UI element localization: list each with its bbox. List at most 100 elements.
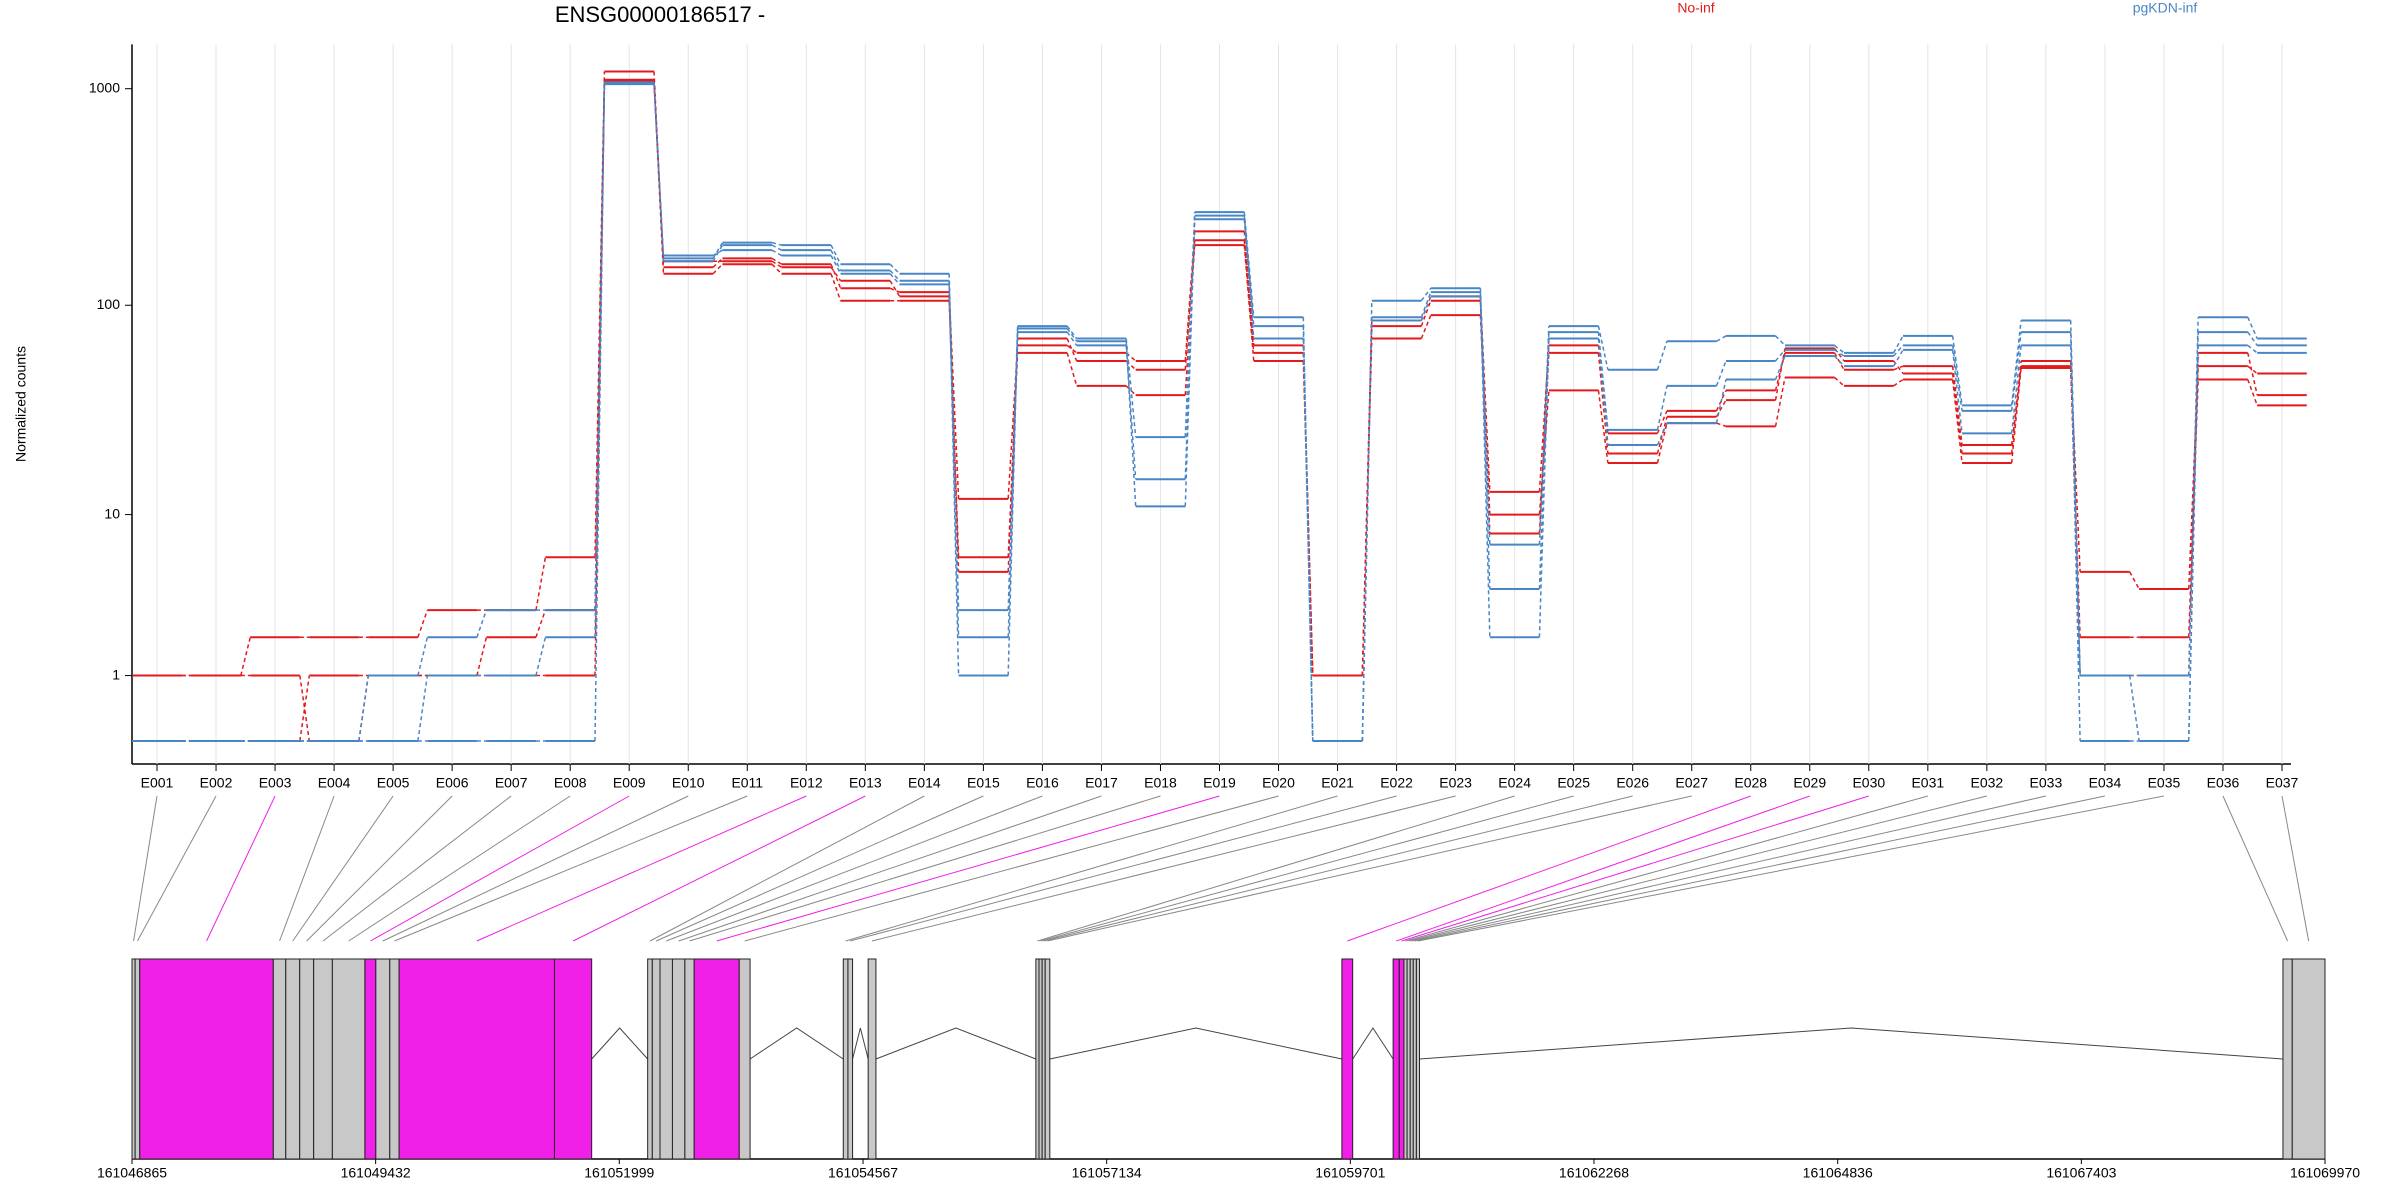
exon <box>1341 958 1354 1160</box>
x-tick-label: E018 <box>1144 775 1177 791</box>
connector <box>1538 332 1550 590</box>
connector <box>1243 231 1255 346</box>
connector <box>2247 365 2258 375</box>
exon-link <box>716 795 1220 942</box>
connector <box>1479 296 1491 638</box>
connector <box>653 79 665 274</box>
connector <box>2247 352 2258 396</box>
connector <box>948 280 960 638</box>
connector <box>712 249 723 257</box>
x-tick-label: E019 <box>1203 775 1236 791</box>
intron <box>1352 1027 1394 1060</box>
exon-link <box>1047 795 1692 942</box>
connector <box>1479 296 1491 492</box>
connector <box>1184 212 1196 438</box>
x-tick-label: E002 <box>200 775 233 791</box>
exon <box>738 958 751 1160</box>
connector <box>1420 314 1432 339</box>
gene-tick-label: 161064836 <box>1803 1165 1873 1181</box>
exon <box>331 958 366 1160</box>
connector <box>889 280 901 297</box>
connector <box>417 675 429 742</box>
intron <box>875 1027 1037 1060</box>
connector <box>2247 344 2258 354</box>
x-tick-label: E022 <box>1380 775 1413 791</box>
connector <box>771 260 782 268</box>
x-tick-label: E036 <box>2207 775 2240 791</box>
exon <box>1415 958 1421 1160</box>
exon-link <box>137 795 217 942</box>
y-tick-label: 10 <box>104 505 120 521</box>
connector <box>1893 365 1904 371</box>
connector <box>1243 219 1255 339</box>
exon <box>659 958 673 1160</box>
connector <box>1066 331 1078 346</box>
exon <box>313 958 333 1160</box>
exon-link <box>382 795 689 942</box>
exon <box>2291 958 2326 1160</box>
exon-link <box>655 795 984 942</box>
exon-link <box>370 795 630 942</box>
gene-tick-label: 161046865 <box>97 1165 167 1181</box>
exon <box>1392 958 1400 1160</box>
connector <box>1007 328 1019 676</box>
connector <box>653 84 665 256</box>
connector <box>889 273 901 285</box>
x-tick-label: E008 <box>554 775 587 791</box>
exon-link <box>348 795 571 942</box>
exon-link <box>206 795 276 942</box>
x-tick-label: E009 <box>613 775 646 791</box>
exon <box>684 958 695 1160</box>
exon <box>693 958 740 1160</box>
exon-link <box>1401 795 1869 942</box>
connector <box>594 71 606 558</box>
exon-link <box>678 795 1102 942</box>
exon <box>847 958 854 1160</box>
x-tick-label: E010 <box>672 775 705 791</box>
connector <box>1479 292 1491 590</box>
connector <box>1892 335 1904 354</box>
connector <box>1656 416 1668 454</box>
y-tick-label: 1 <box>112 666 120 682</box>
exon-link <box>322 795 512 942</box>
connector <box>1125 345 1137 480</box>
connector <box>1951 349 1963 434</box>
exon-link <box>476 795 807 942</box>
exon-link <box>1414 795 2106 942</box>
connector <box>1834 376 1845 387</box>
intron <box>852 1027 869 1060</box>
x-tick-label: E006 <box>436 775 469 791</box>
exon <box>375 958 391 1160</box>
exon-link <box>1043 795 1633 942</box>
connector <box>1775 335 1786 346</box>
exon-link <box>1347 795 1751 942</box>
exon-link <box>279 795 335 942</box>
connector <box>2010 367 2022 464</box>
intron <box>591 1027 649 1060</box>
connector <box>889 269 901 282</box>
connector <box>889 287 900 293</box>
connector <box>2247 379 2258 406</box>
connector <box>830 263 842 289</box>
x-tick-label: E037 <box>2266 775 2299 791</box>
exon-link <box>2281 795 2310 942</box>
x-tick-label: E024 <box>1498 775 1531 791</box>
connector <box>1243 240 1255 353</box>
exon-link <box>1417 795 2165 942</box>
exon <box>299 958 315 1160</box>
connector <box>1361 326 1373 676</box>
x-tick-label: E021 <box>1321 775 1354 791</box>
exon-link <box>394 795 748 942</box>
connector <box>1774 348 1786 401</box>
connector <box>1893 344 1904 357</box>
x-tick-label: E023 <box>1439 775 1472 791</box>
connector <box>2247 316 2258 339</box>
exon <box>134 958 141 1160</box>
connector <box>2247 331 2258 346</box>
connector <box>2187 345 2199 742</box>
connector <box>1007 332 1019 638</box>
gene-tick-label: 161051999 <box>584 1165 654 1181</box>
connector <box>2010 360 2022 454</box>
x-tick-label: E013 <box>849 775 882 791</box>
